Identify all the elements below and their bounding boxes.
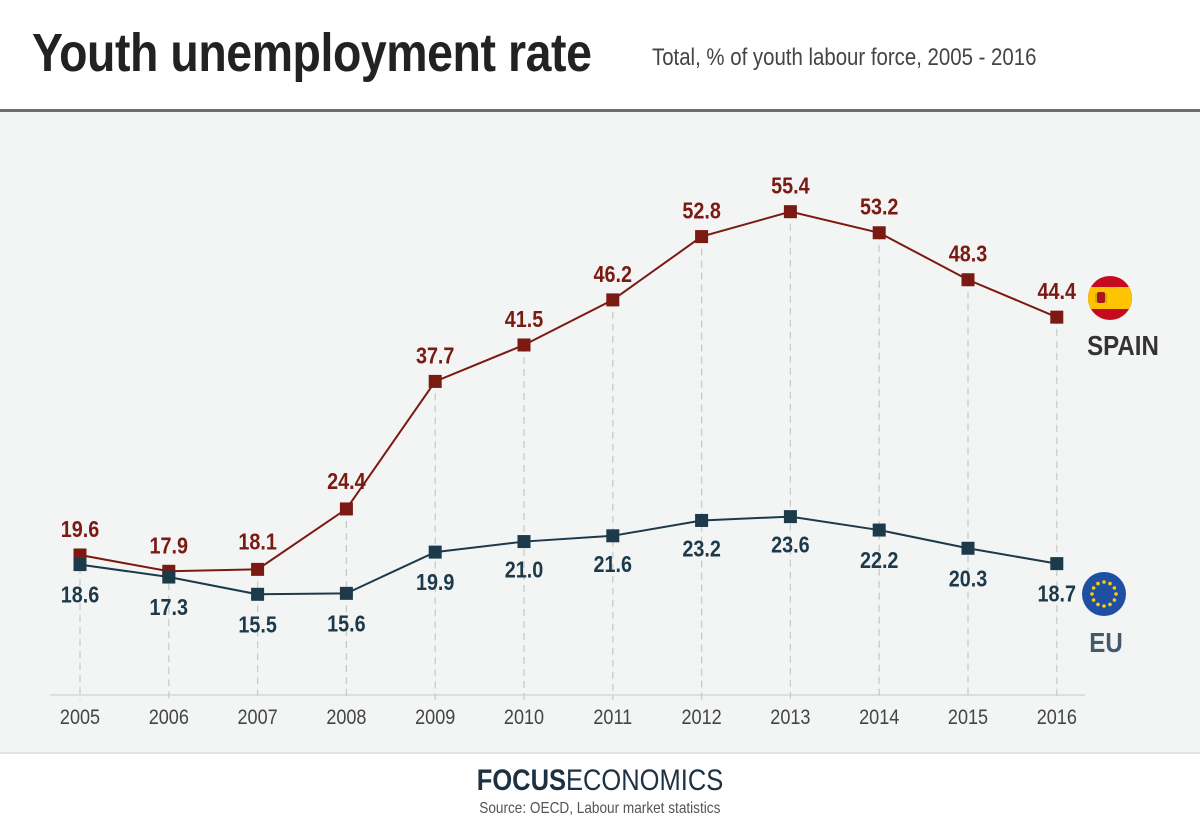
header: Youth unemployment rate Total, % of yout… bbox=[0, 0, 1200, 110]
eu-flag-star bbox=[1102, 580, 1106, 584]
spain-flag-icon bbox=[1088, 276, 1132, 320]
eu-data-point bbox=[73, 558, 87, 572]
spain-data-point bbox=[961, 273, 975, 287]
spain-data-point bbox=[1050, 310, 1064, 324]
eu-data-label: 20.3 bbox=[949, 566, 988, 592]
spain-data-label: 19.6 bbox=[61, 517, 100, 543]
page-subtitle: Total, % of youth labour force, 2005 - 2… bbox=[652, 44, 1037, 71]
eu-data-label: 22.2 bbox=[860, 548, 899, 574]
spain-data-label: 44.4 bbox=[1038, 279, 1077, 305]
x-tick-label: 2012 bbox=[682, 706, 722, 730]
eu-flag-star bbox=[1091, 586, 1096, 590]
eu-data-point bbox=[961, 541, 975, 555]
spain-data-label: 24.4 bbox=[327, 469, 366, 495]
x-tick-label: 2006 bbox=[149, 706, 189, 730]
header-divider bbox=[0, 109, 1200, 112]
x-tick-label: 2011 bbox=[593, 706, 632, 730]
eu-flag-star bbox=[1091, 598, 1096, 602]
line-chart: 2005 2006 2007 2008 2009 2010 2011 2012 2013 2014… bbox=[50, 173, 1159, 730]
eu-data-label: 19.9 bbox=[416, 570, 455, 596]
x-tick-label: 2013 bbox=[770, 706, 810, 730]
eu-data-label: 21.6 bbox=[594, 551, 633, 577]
eu-data-point bbox=[251, 587, 265, 601]
eu-data-point bbox=[695, 513, 709, 527]
eu-flag-star bbox=[1096, 581, 1100, 586]
eu-flag-star bbox=[1114, 592, 1118, 596]
eu-data-label: 23.6 bbox=[771, 532, 810, 558]
footer-divider bbox=[0, 752, 1200, 754]
eu-flag-star bbox=[1112, 598, 1117, 602]
eu-data-label: 18.6 bbox=[61, 582, 100, 608]
eu-data-point bbox=[1050, 557, 1064, 571]
x-tick-label: 2010 bbox=[504, 706, 544, 730]
spain-series-name: SPAIN bbox=[1087, 329, 1159, 361]
eu-data-point bbox=[606, 529, 620, 543]
spain-data-label: 55.4 bbox=[771, 173, 810, 199]
eu-data-label: 23.2 bbox=[682, 536, 721, 562]
brand-logo: FOCUSECONOMICS bbox=[0, 764, 1200, 798]
spain-data-label: 17.9 bbox=[150, 533, 189, 559]
eu-flag-star bbox=[1112, 586, 1117, 590]
spain-data-point bbox=[872, 226, 886, 240]
eu-data-point bbox=[872, 523, 886, 537]
spain-data-point bbox=[428, 374, 442, 388]
spain-data-label: 37.7 bbox=[416, 343, 454, 369]
spain-data-point bbox=[339, 502, 353, 516]
eu-flag-star bbox=[1096, 602, 1100, 607]
brand-logo-bold: FOCUS bbox=[476, 764, 566, 797]
eu-data-point bbox=[783, 510, 797, 524]
eu-flag-star bbox=[1108, 602, 1112, 607]
eu-flag-star bbox=[1108, 581, 1112, 586]
x-tick-label: 2007 bbox=[238, 706, 278, 730]
eu-flag-star bbox=[1090, 592, 1094, 596]
eu-series-name: EU bbox=[1089, 626, 1122, 658]
eu-data-point bbox=[517, 535, 531, 549]
page-title: Youth unemployment rate bbox=[32, 23, 592, 83]
eu-data-label: 17.3 bbox=[150, 595, 189, 621]
spain-data-label: 41.5 bbox=[505, 307, 544, 333]
eu-flag-icon bbox=[1082, 572, 1126, 616]
x-tick-label: 2008 bbox=[326, 706, 366, 730]
eu-flag-star bbox=[1102, 604, 1106, 608]
spain-data-label: 53.2 bbox=[860, 194, 899, 220]
eu-data-label: 15.5 bbox=[238, 612, 277, 638]
x-tick-label: 2016 bbox=[1037, 706, 1077, 730]
spain-data-point bbox=[606, 293, 620, 307]
spain-data-point bbox=[251, 562, 265, 576]
source-note: Source: OECD, Labour market statistics bbox=[0, 800, 1200, 818]
spain-data-point bbox=[695, 230, 709, 244]
plot-area bbox=[0, 112, 1200, 752]
spain-data-label: 46.2 bbox=[594, 262, 633, 288]
spain-data-label: 18.1 bbox=[238, 529, 277, 555]
eu-data-point bbox=[339, 586, 353, 600]
spain-data-label: 48.3 bbox=[949, 241, 988, 267]
spain-data-label: 52.8 bbox=[682, 198, 721, 224]
x-tick-label: 2014 bbox=[859, 706, 899, 730]
brand-logo-regular: ECONOMICS bbox=[565, 764, 724, 797]
eu-data-point bbox=[428, 545, 442, 559]
eu-data-label: 15.6 bbox=[327, 611, 366, 637]
spain-data-point bbox=[783, 205, 797, 219]
spain-series-line bbox=[79, 210, 1058, 573]
eu-series-line bbox=[79, 515, 1057, 596]
eu-data-label: 21.0 bbox=[505, 557, 544, 583]
x-tick-label: 2015 bbox=[948, 706, 988, 730]
x-tick-label: 2009 bbox=[415, 706, 455, 730]
x-tick-label: 2005 bbox=[60, 706, 100, 730]
source-text: Source: OECD, Labour market statistics bbox=[479, 800, 721, 817]
eu-data-label: 18.7 bbox=[1038, 581, 1076, 607]
spain-data-point bbox=[517, 338, 531, 352]
eu-data-point bbox=[162, 570, 176, 584]
